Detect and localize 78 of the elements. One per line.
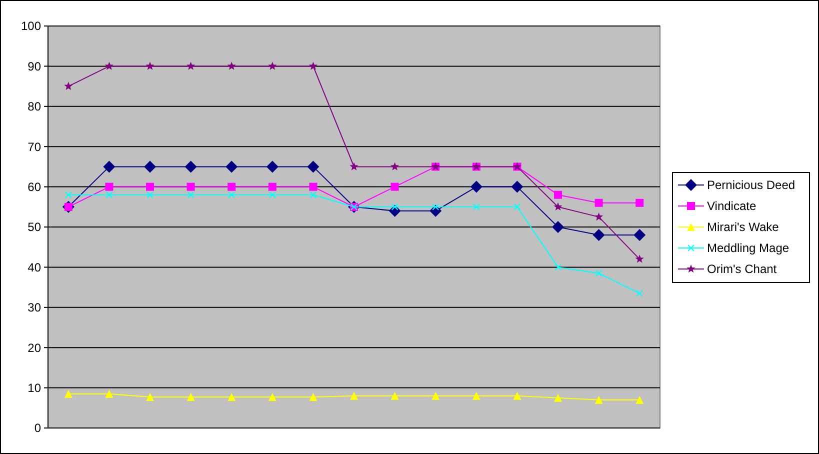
y-tick-label: 70: [28, 140, 42, 154]
y-tick-label: 40: [28, 260, 42, 274]
legend-label: Pernicious Deed: [707, 178, 796, 192]
point: [636, 396, 644, 404]
point: [226, 160, 238, 173]
point: [227, 62, 236, 70]
point: [390, 182, 399, 191]
point: [228, 182, 236, 191]
point: [105, 182, 114, 191]
point: [307, 160, 320, 173]
y-tick-label: 10: [28, 381, 42, 395]
point: [592, 229, 605, 242]
y-tick-label: 90: [28, 59, 42, 74]
point: [432, 392, 440, 400]
point: [268, 393, 276, 402]
point: [552, 221, 564, 233]
y-tick-label: 100: [20, 19, 42, 34]
point: [310, 191, 317, 198]
y-tick-label: 0: [34, 421, 42, 436]
point: [309, 182, 318, 191]
point: [228, 191, 236, 198]
point: [350, 392, 358, 400]
point: [184, 160, 197, 173]
point: [390, 162, 400, 170]
point: [594, 396, 603, 404]
legend-label: Vindicate: [707, 199, 756, 214]
y-tick-label: 30: [28, 300, 42, 315]
point: [103, 160, 116, 173]
point: [470, 180, 482, 193]
y-tick-label: 50: [28, 220, 42, 234]
point: [146, 191, 154, 198]
point: [390, 392, 399, 400]
point: [64, 82, 73, 90]
point: [595, 270, 602, 277]
y-tick-label: 60: [28, 180, 42, 194]
point: [472, 392, 480, 400]
point: [308, 62, 318, 70]
point: [634, 229, 646, 242]
point: [554, 202, 562, 211]
point: [186, 393, 195, 402]
point: [514, 203, 521, 210]
point: [105, 390, 114, 398]
point: [144, 160, 156, 173]
point: [554, 394, 562, 402]
point: [636, 198, 644, 207]
point: [350, 162, 358, 170]
point: [391, 203, 398, 210]
point: [266, 160, 278, 173]
y-tick-label: 20: [28, 340, 42, 355]
point: [594, 212, 604, 221]
point: [64, 390, 72, 398]
legend-label: Meddling Mage: [707, 241, 790, 256]
point: [268, 191, 276, 198]
point: [146, 182, 154, 191]
point: [432, 203, 440, 210]
point: [187, 191, 194, 198]
point: [472, 203, 480, 210]
point: [146, 62, 154, 70]
point: [554, 264, 562, 271]
point: [228, 393, 236, 402]
point: [636, 290, 644, 297]
legend-label: Mirari's Wake: [707, 220, 780, 234]
point: [186, 62, 196, 70]
point: [554, 190, 562, 199]
point: [635, 254, 644, 263]
point: [309, 393, 318, 402]
y-tick-label: 80: [28, 100, 42, 114]
point: [268, 182, 276, 191]
legend-label: Orim's Chant: [707, 262, 778, 276]
point: [106, 191, 113, 198]
point: [186, 182, 195, 191]
point: [146, 393, 154, 402]
point: [64, 191, 72, 198]
point: [513, 392, 522, 400]
point: [268, 62, 277, 70]
point: [594, 198, 603, 207]
point: [511, 180, 524, 193]
point: [104, 62, 114, 70]
